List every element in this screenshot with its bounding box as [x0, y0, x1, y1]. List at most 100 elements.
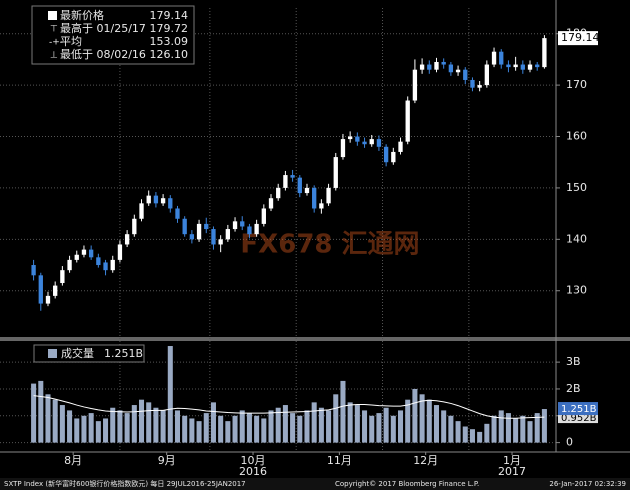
volume-bar [153, 407, 159, 443]
candle-body [268, 198, 274, 209]
y-tick-label: 170 [566, 78, 587, 91]
y-tick-label: 0 [566, 436, 573, 449]
volume-bar [246, 413, 252, 443]
volume-bar [311, 402, 317, 443]
candle-body [31, 265, 36, 276]
volume-bar [534, 413, 540, 443]
candle-body [463, 69, 468, 80]
legend-name: 最低于 08/02/16 [60, 48, 146, 61]
volume-bar [182, 415, 188, 443]
footer-bar [0, 478, 630, 490]
volume-bar [146, 402, 152, 443]
candle-body [124, 234, 130, 245]
candle-body [470, 79, 475, 88]
last-price-box [558, 31, 598, 46]
x-tick-label: 9月 [158, 454, 176, 467]
candle-body [67, 259, 72, 271]
volume-bar [426, 399, 432, 443]
volume-bar [261, 418, 267, 443]
volume-legend: 成交量 1.251B [33, 344, 145, 363]
candle-body [283, 175, 288, 188]
volume-bar [138, 399, 145, 443]
legend-value: 153.09 [150, 35, 189, 48]
volume-bar [397, 410, 404, 443]
candle-body [211, 229, 216, 245]
candle-body [261, 208, 266, 224]
volume-bar [117, 410, 123, 443]
volume-bar [174, 410, 181, 443]
candle-body [434, 61, 439, 70]
volume-bar [520, 415, 526, 443]
candle-body [81, 249, 87, 255]
candle-body [153, 195, 159, 204]
volume-bar [290, 413, 296, 443]
candle-body [340, 139, 346, 158]
x-tick-label: 1月 [503, 454, 521, 467]
candle-body [405, 100, 410, 142]
legend-name: 平均 [60, 35, 82, 48]
volume-bar [405, 399, 411, 443]
candle-body [477, 85, 482, 88]
volume-bar [232, 415, 238, 443]
legend-icon: ⊤ [50, 25, 58, 35]
watermark: FX678 汇通网 [240, 230, 419, 260]
volume-bar [268, 410, 274, 443]
volume-bar [38, 380, 44, 443]
candle-body [225, 229, 231, 240]
ma-value-label: 0.952B [561, 413, 597, 424]
volume-value-box [558, 402, 598, 416]
candle-body [369, 139, 374, 145]
volume-bar [110, 407, 116, 443]
volume-bar [333, 394, 339, 443]
candle-body [491, 51, 497, 65]
volume-bar [254, 415, 260, 443]
candle-body [376, 139, 382, 147]
candle-body [160, 198, 166, 204]
volume-bar [218, 415, 224, 443]
legend-swatch [48, 11, 57, 20]
candle-body [448, 64, 454, 73]
volume-bar [491, 415, 497, 443]
volume-bar [419, 394, 425, 443]
candle-body [146, 195, 151, 204]
volume-bar [477, 431, 483, 443]
volume-bar [390, 415, 396, 443]
volume-bar [196, 421, 202, 443]
candle-body [290, 175, 295, 178]
candle-body [412, 69, 418, 101]
candle-body [304, 187, 310, 194]
volume-bar [376, 413, 382, 443]
legend-name: 最高于 01/25/17 [60, 21, 146, 35]
candle-body [427, 64, 432, 70]
x-tick-label: 11月 [327, 454, 352, 467]
legend-value: 1.251B [104, 347, 143, 360]
candle-body [383, 146, 389, 163]
volume-bar [498, 410, 504, 443]
volume-bar [131, 405, 137, 443]
candle-body [319, 203, 324, 209]
candle-body [139, 203, 144, 219]
legend-name: 最新价格 [60, 8, 104, 22]
candle-body [333, 157, 338, 188]
year-label: 2016 [239, 465, 267, 478]
legend-icon: -+- [49, 38, 63, 48]
candle-body [96, 257, 101, 266]
candle-body [196, 223, 202, 240]
candle-body [103, 262, 108, 271]
candle-body [117, 244, 123, 260]
last-price-label: 179.14 [561, 31, 600, 44]
legend-value: 179.72 [150, 22, 189, 35]
candle-body [499, 51, 504, 65]
volume-bar [469, 429, 475, 443]
volume-bar [354, 405, 360, 443]
x-tick-label: 8月 [64, 454, 82, 467]
legend-icon: ⊥ [50, 51, 58, 61]
y-tick-label: 140 [566, 232, 587, 245]
candle-body [232, 221, 238, 230]
candle-body [247, 226, 252, 235]
volume-bar [103, 418, 109, 443]
legend-value: 179.14 [150, 9, 189, 22]
candle-body [254, 223, 259, 235]
volume-bar [505, 413, 511, 443]
moving-average [33, 395, 545, 419]
